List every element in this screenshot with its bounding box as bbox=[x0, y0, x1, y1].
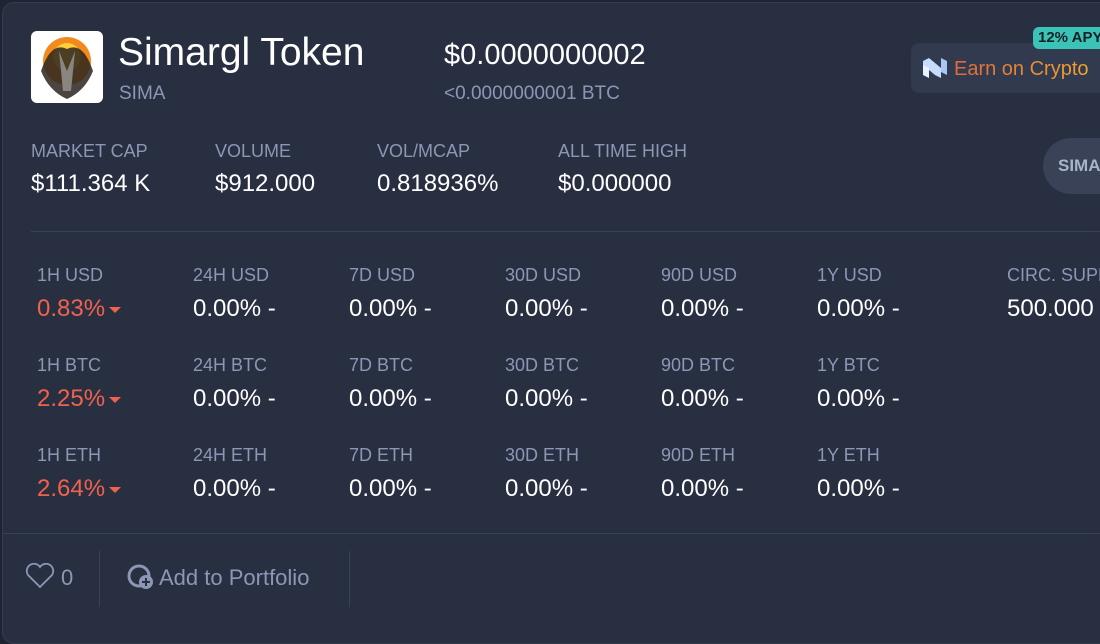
change-value-text: 2.64% bbox=[37, 475, 106, 502]
stat-value: $0.000000 bbox=[558, 170, 672, 197]
change-label: 30D USD bbox=[505, 265, 582, 285]
circ-supply-value: 500.000 bbox=[1007, 295, 1094, 322]
change-label: 90D BTC bbox=[661, 355, 736, 375]
heart-icon bbox=[25, 562, 55, 589]
change-value: 0.83% bbox=[37, 295, 122, 323]
change-value-text: 0.00% - bbox=[349, 385, 432, 412]
change-value: 0.00% - bbox=[817, 295, 900, 323]
coin-logo bbox=[31, 31, 103, 103]
stat-label: MARKET CAP bbox=[31, 141, 148, 161]
change-value: 0.00% - bbox=[505, 475, 588, 503]
earn-on-crypto-button[interactable]: Earn on Crypto bbox=[911, 43, 1100, 93]
circ-supply-label: CIRC. SUPPLY bbox=[1007, 265, 1100, 285]
change-label: 7D ETH bbox=[349, 445, 414, 465]
stat-label: VOLUME bbox=[215, 141, 292, 161]
caret-down-icon bbox=[109, 306, 122, 313]
change-label: 1Y ETH bbox=[817, 445, 880, 465]
change-label: 24H BTC bbox=[193, 355, 268, 375]
change-value: 0.00% - bbox=[661, 475, 744, 503]
change-value: 0.00% - bbox=[193, 475, 276, 503]
change-value: 0.00% - bbox=[661, 295, 744, 323]
change-value-text: 0.00% - bbox=[817, 475, 900, 502]
change-value: 0.00% - bbox=[505, 295, 588, 323]
change-value: 0.00% - bbox=[817, 385, 900, 413]
change-value-text: 0.00% - bbox=[817, 385, 900, 412]
coin-name: Simargl Token bbox=[118, 31, 365, 74]
change-value: 0.00% - bbox=[349, 475, 432, 503]
change-value-text: 0.00% - bbox=[193, 295, 276, 322]
change-value-text: 0.00% - bbox=[505, 475, 588, 502]
symbol-pill-label: SIMA bbox=[1058, 156, 1100, 175]
change-label: 90D USD bbox=[661, 265, 738, 285]
change-label: 1H USD bbox=[37, 265, 104, 285]
portfolio-add-icon bbox=[127, 564, 153, 589]
change-value-text: 0.83% bbox=[37, 295, 106, 322]
change-value: 0.00% - bbox=[193, 295, 276, 323]
stat-label: VOL/MCAP bbox=[377, 141, 471, 161]
change-label: 1H BTC bbox=[37, 355, 102, 375]
stat-value: $111.364 K bbox=[31, 170, 151, 197]
change-label: 7D USD bbox=[349, 265, 416, 285]
add-to-portfolio-label: Add to Portfolio bbox=[159, 565, 310, 590]
earn-label: Earn on Crypto bbox=[954, 58, 1089, 80]
change-value-text: 0.00% - bbox=[817, 295, 900, 322]
divider bbox=[349, 551, 350, 607]
change-value-text: 0.00% - bbox=[505, 295, 588, 322]
change-value: 0.00% - bbox=[349, 385, 432, 413]
price-btc: <0.0000000001 BTC bbox=[444, 83, 620, 104]
apy-badge: 12% APY bbox=[1033, 27, 1100, 49]
change-label: 24H USD bbox=[193, 265, 270, 285]
divider bbox=[31, 231, 1100, 232]
symbol-pill-button[interactable]: SIMA bbox=[1043, 138, 1100, 194]
like-button[interactable]: 0 bbox=[25, 562, 73, 594]
change-label: 1H ETH bbox=[37, 445, 102, 465]
change-value: 2.25% bbox=[37, 385, 122, 413]
change-value-text: 0.00% - bbox=[661, 385, 744, 412]
divider bbox=[99, 551, 100, 607]
change-value: 0.00% - bbox=[193, 385, 276, 413]
change-value-text: 0.00% - bbox=[505, 385, 588, 412]
change-value: 0.00% - bbox=[661, 385, 744, 413]
change-value-text: 0.00% - bbox=[661, 475, 744, 502]
nexo-icon bbox=[923, 58, 947, 78]
stat-label: ALL TIME HIGH bbox=[558, 141, 688, 161]
add-to-portfolio-button[interactable]: Add to Portfolio bbox=[127, 563, 337, 593]
change-label: 24H ETH bbox=[193, 445, 268, 465]
change-label: 7D BTC bbox=[349, 355, 414, 375]
price-usd: $0.0000000002 bbox=[444, 39, 646, 71]
change-label: 90D ETH bbox=[661, 445, 736, 465]
change-value-text: 0.00% - bbox=[349, 295, 432, 322]
change-label: 30D ETH bbox=[505, 445, 580, 465]
like-count: 0 bbox=[61, 565, 74, 590]
stat-value: $912.000 bbox=[215, 170, 316, 197]
change-value-text: 0.00% - bbox=[349, 475, 432, 502]
change-value-text: 0.00% - bbox=[193, 475, 276, 502]
change-value-text: 0.00% - bbox=[661, 295, 744, 322]
change-label: 1Y BTC bbox=[817, 355, 880, 375]
coin-symbol: SIMA bbox=[119, 83, 166, 104]
caret-down-icon bbox=[109, 396, 122, 403]
change-value-text: 2.25% bbox=[37, 385, 106, 412]
divider bbox=[3, 533, 1100, 534]
change-value: 2.64% bbox=[37, 475, 122, 503]
caret-down-icon bbox=[109, 486, 122, 493]
change-label: 1Y USD bbox=[817, 265, 882, 285]
change-label: 30D BTC bbox=[505, 355, 580, 375]
change-value: 0.00% - bbox=[505, 385, 588, 413]
change-value-text: 0.00% - bbox=[193, 385, 276, 412]
change-value: 0.00% - bbox=[349, 295, 432, 323]
change-value: 0.00% - bbox=[817, 475, 900, 503]
stat-value: 0.818936% bbox=[377, 170, 499, 197]
